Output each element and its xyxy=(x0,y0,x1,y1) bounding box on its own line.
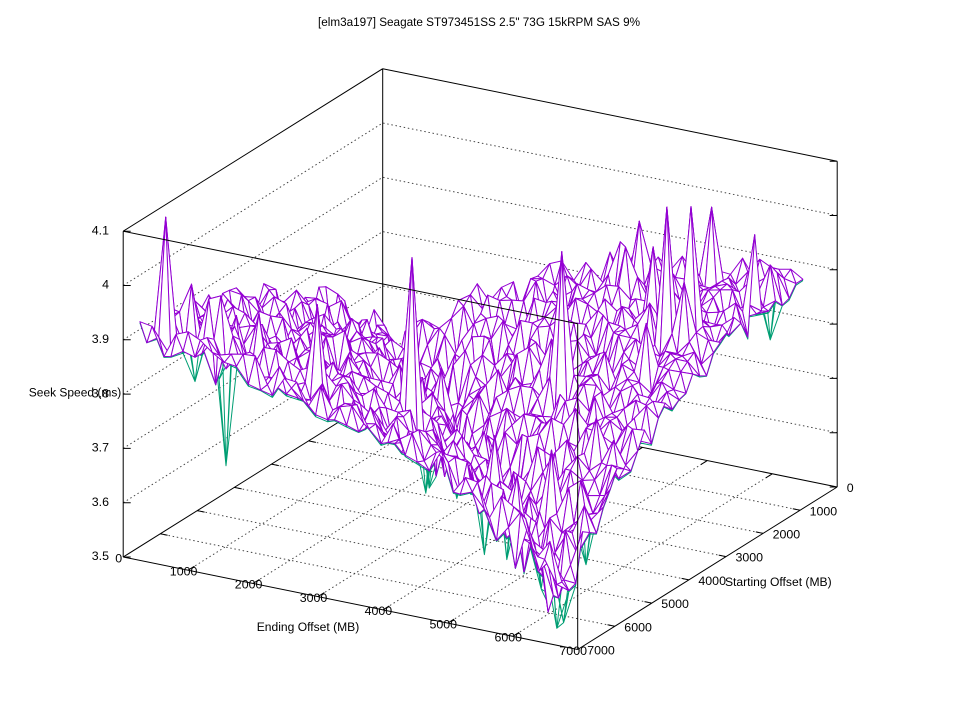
svg-text:2000: 2000 xyxy=(773,528,801,542)
svg-text:Seek Speed (ms): Seek Speed (ms) xyxy=(29,385,122,399)
svg-text:Ending Offset (MB): Ending Offset (MB) xyxy=(257,620,360,634)
svg-text:3.5: 3.5 xyxy=(92,549,109,563)
svg-text:4000: 4000 xyxy=(365,604,393,618)
svg-text:3.7: 3.7 xyxy=(92,441,109,455)
svg-text:4: 4 xyxy=(102,278,109,292)
svg-text:3.8: 3.8 xyxy=(92,386,109,400)
svg-text:3.9: 3.9 xyxy=(92,332,109,346)
svg-text:3000: 3000 xyxy=(736,551,764,565)
svg-text:Starting Offset (MB): Starting Offset (MB) xyxy=(725,575,832,589)
svg-text:3000: 3000 xyxy=(300,591,328,605)
svg-text:5000: 5000 xyxy=(430,617,458,631)
svg-text:6000: 6000 xyxy=(495,631,523,645)
svg-text:1000: 1000 xyxy=(810,504,838,518)
svg-text:4000: 4000 xyxy=(698,574,726,588)
svg-text:3.6: 3.6 xyxy=(92,495,109,509)
svg-text:7000: 7000 xyxy=(587,644,615,658)
svg-text:4.1: 4.1 xyxy=(92,223,109,237)
svg-text:0: 0 xyxy=(115,551,122,565)
svg-text:7000: 7000 xyxy=(559,644,587,658)
svg-text:6000: 6000 xyxy=(624,620,652,634)
svg-text:0: 0 xyxy=(847,481,854,495)
svg-text:1000: 1000 xyxy=(170,565,198,579)
svg-text:2000: 2000 xyxy=(235,578,263,592)
svg-text:5000: 5000 xyxy=(661,597,689,611)
svg-text:[elm3a197] Seagate ST973451SS: [elm3a197] Seagate ST973451SS 2.5" 73G 1… xyxy=(318,15,640,29)
